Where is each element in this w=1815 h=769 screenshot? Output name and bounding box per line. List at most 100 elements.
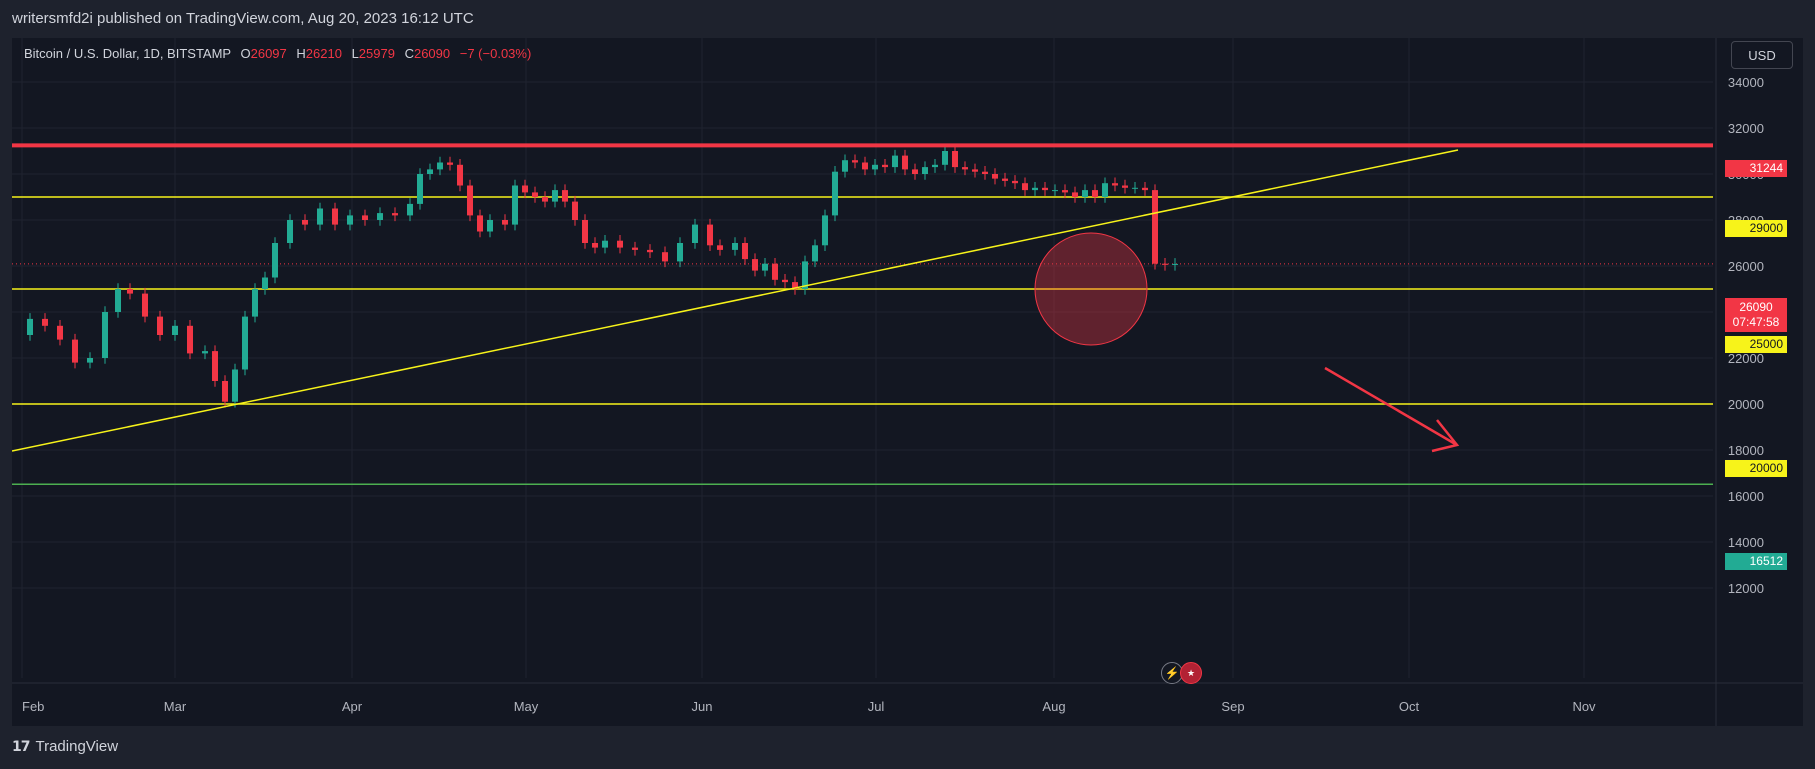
candle-body[interactable] [447,162,453,165]
candle-body[interactable] [27,318,33,335]
candle-body[interactable] [72,339,78,363]
candle-body[interactable] [1022,183,1028,191]
tradingview-logo[interactable]: 17 TradingView [12,738,118,755]
candle-body[interactable] [582,220,588,243]
candle-body[interactable] [692,224,698,243]
candle-body[interactable] [362,215,368,220]
candle-body[interactable] [912,169,918,174]
candle-body[interactable] [42,318,48,326]
candle-body[interactable] [1122,185,1128,188]
candle-body[interactable] [287,220,293,243]
candle-body[interactable] [202,351,208,354]
candle-body[interactable] [647,249,653,253]
candle-body[interactable] [417,174,423,204]
candle-body[interactable] [57,325,63,340]
candle-body[interactable] [317,208,323,225]
candle-body[interactable] [972,169,978,172]
candle-body[interactable] [252,289,258,317]
candle-body[interactable] [707,224,713,246]
candle-body[interactable] [1062,190,1068,193]
candle-body[interactable] [222,381,228,402]
ascending-trendline[interactable] [12,149,1459,452]
candle-body[interactable] [992,174,998,179]
candle-body[interactable] [1052,190,1058,192]
candle-body[interactable] [1152,190,1158,264]
currency-button[interactable]: USD [1731,41,1793,69]
candle-body[interactable] [602,240,608,248]
candle-body[interactable] [792,282,798,289]
candle-body[interactable] [542,197,548,202]
candle-body[interactable] [502,220,508,225]
candle-body[interactable] [852,160,858,163]
candle-body[interactable] [437,162,443,170]
candle-body[interactable] [102,312,108,358]
candle-body[interactable] [512,185,518,225]
candle-body[interactable] [212,351,218,381]
candle-body[interactable] [1172,263,1178,265]
candle-body[interactable] [87,358,93,363]
candle-body[interactable] [592,243,598,248]
candle-body[interactable] [662,252,668,262]
candle-body[interactable] [932,164,938,168]
candle-body[interactable] [802,261,808,289]
candle-body[interactable] [457,164,463,186]
candle-body[interactable] [717,245,723,250]
candle-body[interactable] [902,155,908,170]
candle-body[interactable] [822,215,828,246]
candle-body[interactable] [882,164,888,168]
candle-body[interactable] [942,151,948,165]
candle-body[interactable] [962,167,968,170]
candle-body[interactable] [742,243,748,260]
candle-body[interactable] [632,247,638,250]
candle-body[interactable] [782,279,788,283]
event-markers[interactable]: ⚡ ★ [1161,662,1202,684]
candle-body[interactable] [552,190,558,202]
candle-body[interactable] [872,164,878,170]
candle-body[interactable] [1162,263,1168,265]
candle-body[interactable] [1092,190,1098,197]
candle-body[interactable] [377,213,383,220]
candle-body[interactable] [232,369,238,402]
candle-body[interactable] [1102,183,1108,197]
candle-body[interactable] [272,243,278,278]
candle-body[interactable] [157,316,163,335]
candle-body[interactable] [127,289,133,294]
candle-body[interactable] [487,220,493,232]
candle-body[interactable] [982,171,988,174]
candle-body[interactable] [732,243,738,250]
candle-body[interactable] [532,192,538,197]
candle-body[interactable] [772,263,778,280]
candle-body[interactable] [522,185,528,193]
candle-body[interactable] [562,190,568,202]
candle-body[interactable] [302,220,308,225]
candle-body[interactable] [677,243,683,262]
candle-body[interactable] [862,162,868,170]
candle-body[interactable] [922,167,928,174]
candle-body[interactable] [427,169,433,174]
downward-arrow-shaft[interactable] [1324,366,1458,447]
chart-area[interactable]: 3400032000300002800026000240002200020000… [12,38,1803,726]
candle-body[interactable] [467,185,473,216]
candle-body[interactable] [407,203,413,216]
candle-body[interactable] [812,245,818,262]
candle-body[interactable] [1132,187,1138,189]
candle-body[interactable] [332,208,338,225]
candle-body[interactable] [832,171,838,216]
us-flag-icon[interactable]: ★ [1180,662,1202,684]
candle-body[interactable] [347,215,353,225]
candle-body[interactable] [477,215,483,232]
candle-body[interactable] [892,155,898,168]
candle-body[interactable] [842,160,848,172]
chart-canvas[interactable]: 3400032000300002800026000240002200020000… [12,38,1803,726]
candle-body[interactable] [392,213,398,216]
candle-body[interactable] [1012,180,1018,184]
candle-body[interactable] [242,316,248,370]
candle-body[interactable] [762,263,768,271]
candle-body[interactable] [1042,187,1048,191]
candle-body[interactable] [142,293,148,317]
candle-body[interactable] [572,201,578,220]
candle-body[interactable] [262,277,268,290]
target-circle-highlight[interactable] [1034,232,1148,346]
candle-body[interactable] [187,325,193,354]
candle-body[interactable] [752,259,758,271]
